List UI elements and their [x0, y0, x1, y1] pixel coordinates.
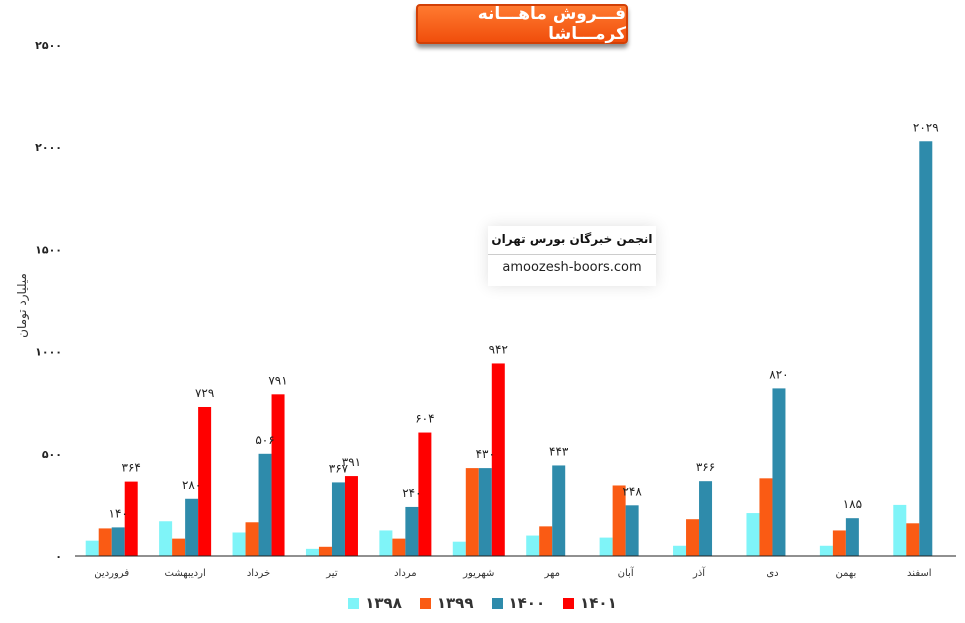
x-tick-label: خرداد — [247, 568, 270, 579]
bar — [232, 532, 246, 556]
legend-label: ۱۳۹۹ — [436, 594, 474, 612]
bar — [392, 538, 406, 556]
x-tick-label: آذر — [692, 566, 706, 579]
x-tick-label: مهر — [543, 568, 559, 579]
bar — [379, 530, 393, 556]
data-label: ۳۶۷ — [329, 461, 349, 475]
bar — [318, 546, 332, 556]
x-tick-label: مرداد — [394, 568, 417, 579]
legend-swatch — [563, 597, 575, 609]
bar — [124, 481, 138, 556]
x-tick-label: اردیبهشت — [165, 568, 206, 579]
bar — [159, 521, 173, 556]
bar — [893, 504, 907, 556]
data-label: ۳۶۶ — [696, 460, 715, 474]
bar — [405, 506, 419, 556]
watermark: انجمن خبرگان بورس تهران amoozesh-boors.c… — [488, 226, 656, 286]
bar — [919, 141, 933, 556]
legend: ۱۳۹۸ ۱۳۹۹ ۱۴۰۰ ۱۴۰۱ — [0, 592, 965, 614]
y-tick-label: ۲۰۰۰ — [35, 141, 62, 154]
bar — [185, 498, 199, 556]
data-label: ۷۲۹ — [195, 386, 214, 400]
x-tick-label: فروردین — [94, 568, 129, 579]
legend-label: ۱۴۰۱ — [580, 594, 617, 612]
bar — [673, 545, 687, 556]
legend-swatch — [419, 597, 431, 609]
data-label: ۲۸۰ — [182, 478, 201, 492]
data-label: ۷۹۱ — [268, 373, 287, 387]
x-tick-label: شهریور — [462, 568, 494, 579]
bar — [759, 478, 773, 556]
bar — [85, 540, 99, 556]
data-label: ۱۴۰ — [109, 506, 128, 520]
bar — [612, 485, 626, 556]
bar — [418, 432, 432, 556]
y-tick-label: ۱۰۰۰ — [35, 346, 62, 359]
legend-swatch — [491, 597, 503, 609]
x-tick-label: تیر — [325, 568, 338, 579]
bar — [111, 527, 125, 556]
bar — [172, 538, 186, 556]
x-tick-label: دی — [766, 568, 778, 579]
data-label: ۳۶۴ — [122, 461, 141, 475]
bar — [344, 476, 358, 556]
bar — [819, 545, 833, 556]
bar — [478, 468, 492, 556]
bar — [526, 535, 540, 556]
watermark-line1: انجمن خبرگان بورس تهران — [488, 226, 656, 255]
data-label: ۲۴۰ — [402, 486, 421, 500]
y-tick-label: ۵۰۰ — [42, 448, 62, 461]
data-label: ۶۰۴ — [415, 412, 434, 426]
bar — [625, 505, 639, 556]
y-axis-label: میلیارد تومان — [15, 273, 30, 338]
data-label: ۲۰۲۹ — [913, 120, 939, 134]
bar — [491, 363, 505, 556]
bar — [245, 522, 259, 556]
bar — [271, 394, 285, 556]
bar — [599, 537, 613, 556]
x-tick-label: بهمن — [835, 568, 856, 579]
chart-title: فـــروش ماهـــانه کرمـــاشا — [416, 4, 628, 44]
bar — [746, 513, 760, 556]
x-tick-label: آبان — [618, 566, 635, 579]
bar — [452, 541, 466, 556]
x-tick-label: اسفند — [907, 568, 931, 579]
legend-label: ۱۳۹۸ — [365, 594, 402, 612]
bar — [539, 526, 553, 556]
legend-item: ۱۴۰۰ — [491, 592, 546, 614]
bar — [832, 530, 846, 556]
bar — [258, 453, 272, 556]
data-label: ۲۴۸ — [622, 484, 642, 498]
bar — [845, 518, 859, 556]
bar — [699, 481, 713, 556]
legend-item: ۱۳۹۸ — [348, 592, 402, 614]
y-tick-label: ۱۵۰۰ — [35, 243, 62, 256]
bar — [331, 482, 345, 556]
bar — [552, 465, 566, 556]
bar — [686, 519, 700, 556]
bar — [906, 523, 920, 556]
legend-item: ۱۴۰۱ — [563, 592, 617, 614]
y-tick-label: ۲۵۰۰ — [35, 39, 62, 52]
watermark-line2: amoozesh-boors.com — [502, 260, 642, 275]
bar — [98, 528, 112, 556]
data-label: ۴۴۳ — [549, 444, 569, 458]
legend-label: ۱۴۰۰ — [508, 594, 546, 612]
data-label: ۴۳۰ — [476, 447, 495, 461]
bar — [305, 548, 319, 556]
data-label: ۹۴۲ — [489, 342, 508, 356]
data-label: ۵۰۶ — [255, 433, 274, 447]
data-label: ۸۲۰ — [769, 367, 788, 381]
legend-swatch — [348, 597, 360, 609]
bar — [465, 468, 479, 556]
bar — [198, 406, 212, 556]
y-tick-label: ۰ — [55, 550, 62, 563]
data-label: ۱۸۵ — [843, 497, 862, 511]
bar — [772, 388, 786, 556]
data-label: ۳۹۱ — [342, 455, 361, 469]
legend-item: ۱۳۹۹ — [419, 592, 474, 614]
